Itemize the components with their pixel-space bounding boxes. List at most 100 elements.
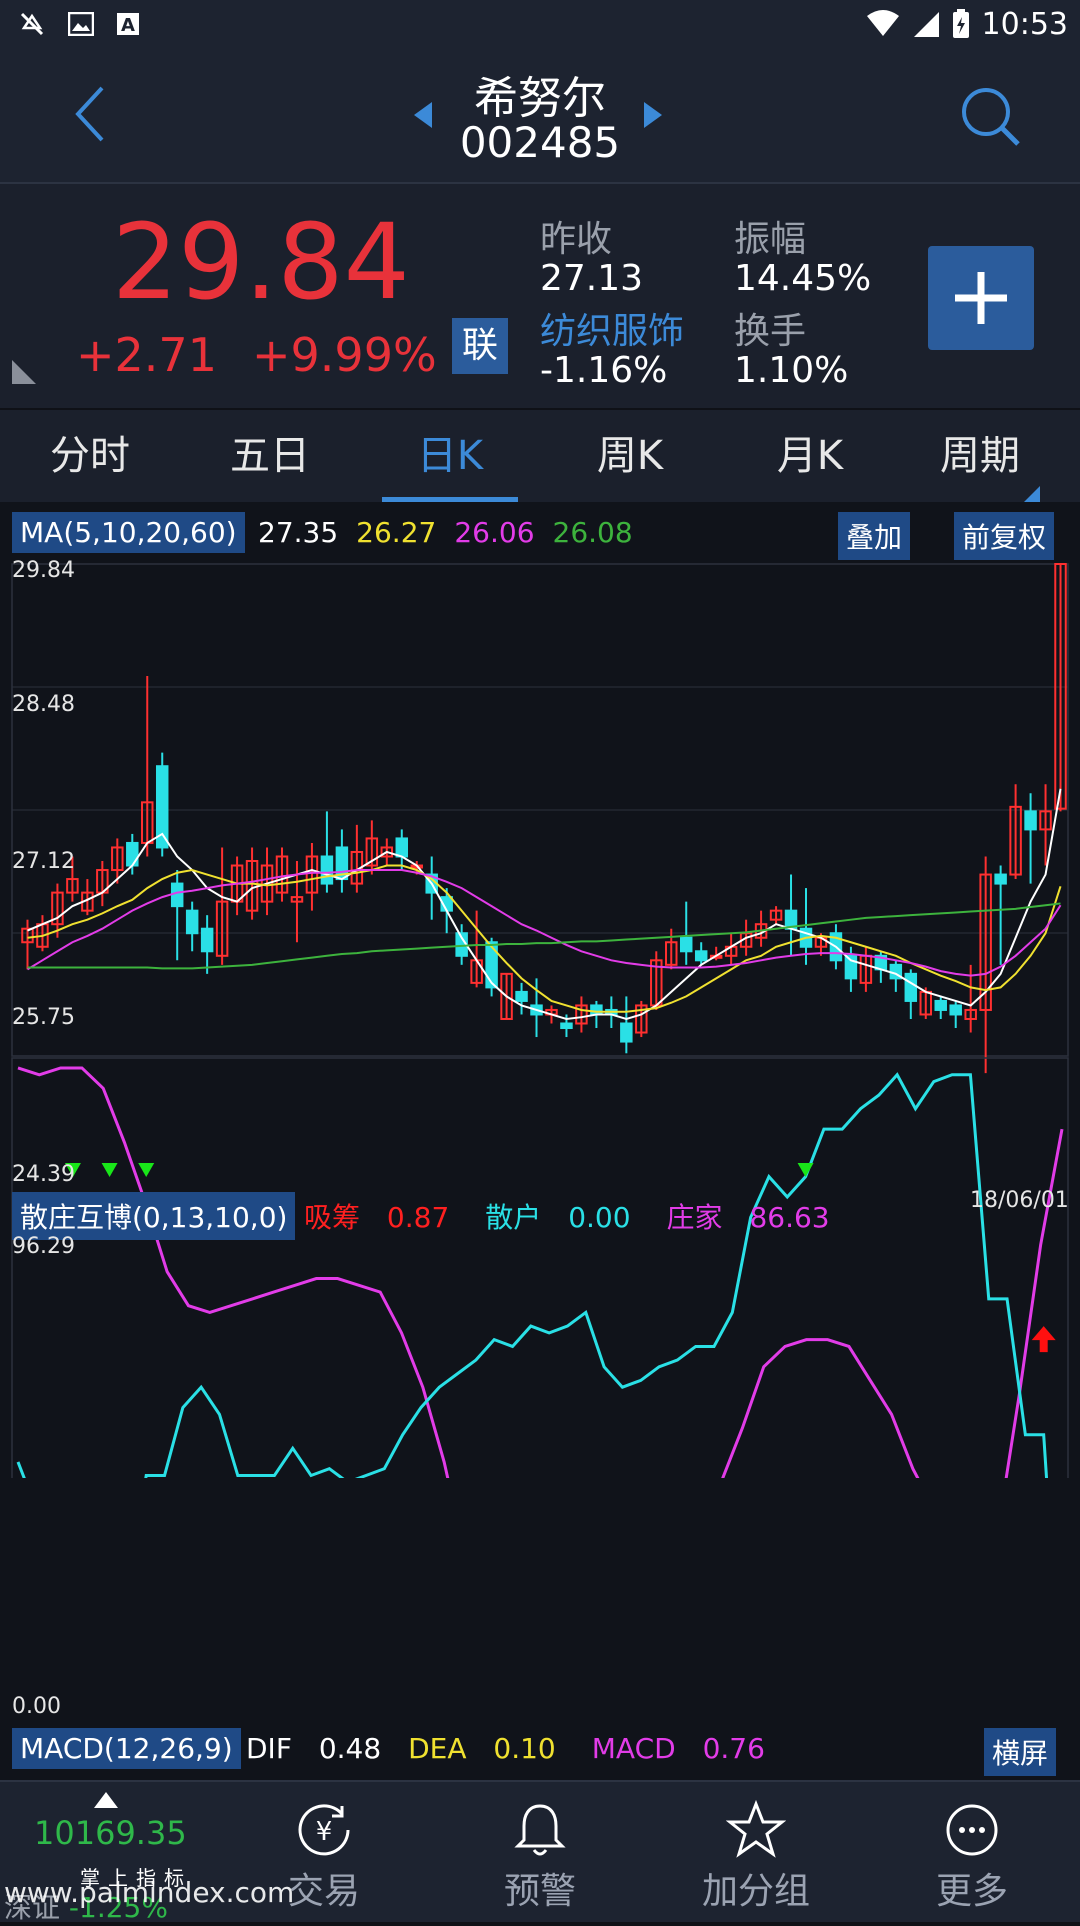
more-icon — [946, 1804, 998, 1856]
indicator2-label[interactable]: 散庄互博(0,13,10,0) — [12, 1192, 296, 1240]
nav-trade[interactable]: ¥ 交易 — [216, 1782, 432, 1922]
index-ticker[interactable]: 10169.35 掌上指标 深证 -1.25% — [0, 1782, 216, 1924]
buy-signal-marker — [797, 1163, 814, 1178]
candle-body — [964, 1008, 977, 1020]
ind2-item-name: 散户 — [485, 1201, 542, 1234]
macd-values: DIF 0.48 DEA 0.10 MACD 0.76 — [246, 1732, 801, 1765]
navigation-header: 希努尔 002485 — [0, 48, 1080, 184]
candle-body — [560, 1022, 573, 1030]
turnover-value: 1.10% — [734, 350, 849, 391]
price-change: +2.71 — [76, 328, 217, 382]
ind2-item-name: 吸筹 — [304, 1201, 361, 1234]
dif-value: 0.48 — [318, 1732, 382, 1765]
candle-body — [185, 909, 199, 935]
candle-body — [305, 855, 319, 894]
period-tabs: 分时 五日 日K 周K 月K 周期 — [0, 410, 1080, 502]
prev-close-label: 昨收 — [540, 219, 613, 260]
tab-monthly-k[interactable]: 月K — [776, 433, 844, 479]
wifi-icon — [866, 10, 899, 36]
landscape-button[interactable]: 横屏 — [984, 1728, 1057, 1776]
status-time: 10:53 — [981, 6, 1068, 42]
macd-indicator-label[interactable]: MACD(12,26,9) — [12, 1728, 241, 1769]
tab-weekly-k[interactable]: 周K — [596, 433, 664, 479]
plus-icon — [955, 272, 1007, 324]
candle-body — [665, 941, 678, 966]
ma60-value: 26.08 — [552, 516, 633, 549]
candle-body — [769, 909, 783, 921]
candle-body — [575, 1004, 588, 1025]
candle-body — [380, 846, 394, 858]
ma-indicator-label[interactable]: MA(5,10,20,60) — [12, 512, 245, 553]
candle-body — [170, 882, 184, 908]
y-label-min: 24.39 — [12, 1162, 75, 1187]
lian-badge[interactable]: 联 — [452, 318, 508, 374]
svg-text:A: A — [121, 15, 135, 36]
nav-trade-label: 交易 — [287, 1871, 360, 1912]
ma10-value: 26.27 — [356, 516, 437, 549]
macd-label: MACD — [591, 1732, 676, 1765]
candle-body — [290, 896, 304, 903]
watermark: www.palmindex.com — [4, 1876, 295, 1909]
image-icon — [68, 12, 94, 36]
candle-body — [934, 999, 947, 1011]
ma5-line — [27, 788, 1062, 1021]
stock-name: 希努尔 — [474, 73, 606, 124]
candle-body — [500, 972, 513, 1020]
candle-body — [949, 1004, 962, 1016]
banker-line — [17, 1066, 1064, 1478]
bell-icon — [514, 1804, 566, 1856]
dea-label: DEA — [408, 1732, 467, 1765]
candle-body — [51, 891, 64, 926]
ma-values: 27.35 26.27 26.06 26.08 — [258, 516, 651, 549]
bottom-navigation: 10169.35 掌上指标 深证 -1.25% ¥ 交易 预警 加分组 更多 w… — [0, 1780, 1080, 1924]
next-stock-button[interactable] — [642, 100, 664, 130]
status-bar: A 10:53 — [0, 0, 1080, 48]
nav-more[interactable]: 更多 — [864, 1782, 1080, 1922]
candle-body — [844, 954, 858, 980]
macd-value: 0.76 — [702, 1732, 765, 1765]
candle-body — [200, 927, 214, 953]
back-button[interactable] — [70, 84, 110, 144]
sector-change: -1.16% — [540, 350, 668, 391]
candle-body — [1054, 563, 1067, 810]
candle-body — [395, 837, 409, 858]
sector-label[interactable]: 纺织服饰 — [540, 311, 685, 352]
tab-five-day[interactable]: 五日 — [230, 433, 310, 479]
index-name: 深证 — [4, 1891, 61, 1924]
ind2-item-value: 86.63 — [749, 1201, 830, 1234]
candle-body — [590, 1004, 603, 1016]
y-label-max: 29.84 — [12, 558, 75, 583]
adjust-button[interactable]: 前复权 — [954, 512, 1055, 560]
ma60-line — [27, 902, 1061, 970]
candle-body — [679, 936, 693, 953]
candle-body — [365, 837, 379, 867]
ind2-item-value: 0.00 — [568, 1201, 631, 1234]
nav-add-group[interactable]: 加分组 — [648, 1782, 864, 1922]
index-value: 10169.35 — [34, 1814, 187, 1852]
dropdown-triangle-icon — [1024, 486, 1040, 502]
chart-area: MA(5,10,20,60) 27.35 26.27 26.06 26.08 叠加 前… — [0, 502, 1080, 1780]
prev-stock-button[interactable] — [412, 100, 434, 130]
add-watchlist-button[interactable] — [928, 246, 1034, 350]
search-icon[interactable] — [958, 84, 1022, 148]
dea-value: 0.10 — [493, 1732, 556, 1765]
tab-intraday[interactable]: 分时 — [50, 433, 130, 479]
buy-signal-marker — [138, 1163, 155, 1178]
overlay-button[interactable]: 叠加 — [838, 512, 911, 560]
mute-icon — [20, 12, 44, 36]
kline-chart[interactable] — [0, 556, 1080, 1478]
candle-body — [1024, 810, 1037, 831]
y-label-2: 28.48 — [12, 692, 75, 717]
tab-daily-k[interactable]: 日K — [360, 410, 540, 502]
trade-yen-icon: ¥ — [298, 1804, 350, 1856]
date-label: 18/06/01 — [970, 1188, 1069, 1213]
candle-body — [1039, 810, 1052, 831]
ma20-value: 26.06 — [454, 516, 535, 549]
tab-period-label: 周期 — [940, 433, 1020, 479]
candle-body — [994, 873, 1007, 885]
system-indicators: 10:53 — [866, 4, 1068, 44]
up-arrow-marker — [1031, 1326, 1056, 1353]
nav-alert[interactable]: 预警 — [432, 1782, 648, 1922]
tab-period[interactable]: 周期 — [900, 410, 1080, 502]
corner-triangle-icon — [12, 360, 36, 384]
